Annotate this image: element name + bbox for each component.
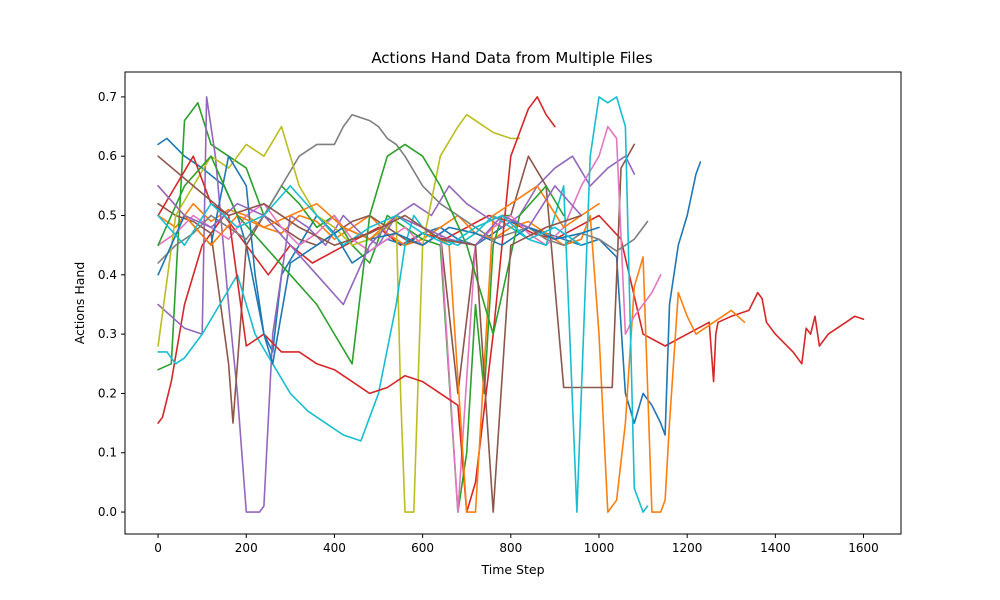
y-tick-label: 0.5 [98, 209, 117, 223]
plot-frame [124, 71, 902, 535]
x-tick-label: 800 [499, 541, 522, 555]
series-line-11 [157, 96, 556, 513]
x-tick-label: 200 [235, 541, 258, 555]
x-tick-label: 0 [154, 541, 162, 555]
y-tick-label: 0.4 [98, 268, 117, 282]
y-tick-label: 0.6 [98, 149, 117, 163]
series-line-15 [157, 185, 583, 306]
x-axis: 0 200 400 600 800 1000 1200 1400 1600 [154, 534, 879, 555]
series-layer [157, 96, 865, 513]
x-axis-label: Time Step [480, 562, 544, 577]
y-axis-label: Actions Hand [72, 262, 87, 345]
x-tick-label: 1000 [584, 541, 615, 555]
y-tick-label: 0.3 [98, 327, 117, 341]
chart-title: Actions Hand Data from Multiple Files [371, 49, 653, 67]
x-tick-label: 1400 [760, 541, 791, 555]
x-tick-label: 600 [411, 541, 434, 555]
x-tick-label: 400 [323, 541, 346, 555]
series-line-9 [157, 113, 521, 513]
x-tick-label: 1600 [848, 541, 879, 555]
y-tick-label: 0.7 [98, 90, 117, 104]
y-tick-label: 0.1 [98, 446, 117, 460]
series-line-16 [157, 185, 583, 246]
series-line-1 [157, 214, 865, 424]
series-line-10 [157, 96, 649, 513]
y-tick-label: 0.2 [98, 386, 117, 400]
x-tick-label: 1200 [672, 541, 703, 555]
series-line-2 [157, 137, 702, 436]
series-line-14 [157, 143, 565, 365]
y-axis: 0.0 0.1 0.2 0.3 0.4 0.5 0.6 0.7 [98, 90, 125, 519]
y-tick-label: 0.0 [98, 505, 117, 519]
series-line-17 [157, 155, 583, 513]
